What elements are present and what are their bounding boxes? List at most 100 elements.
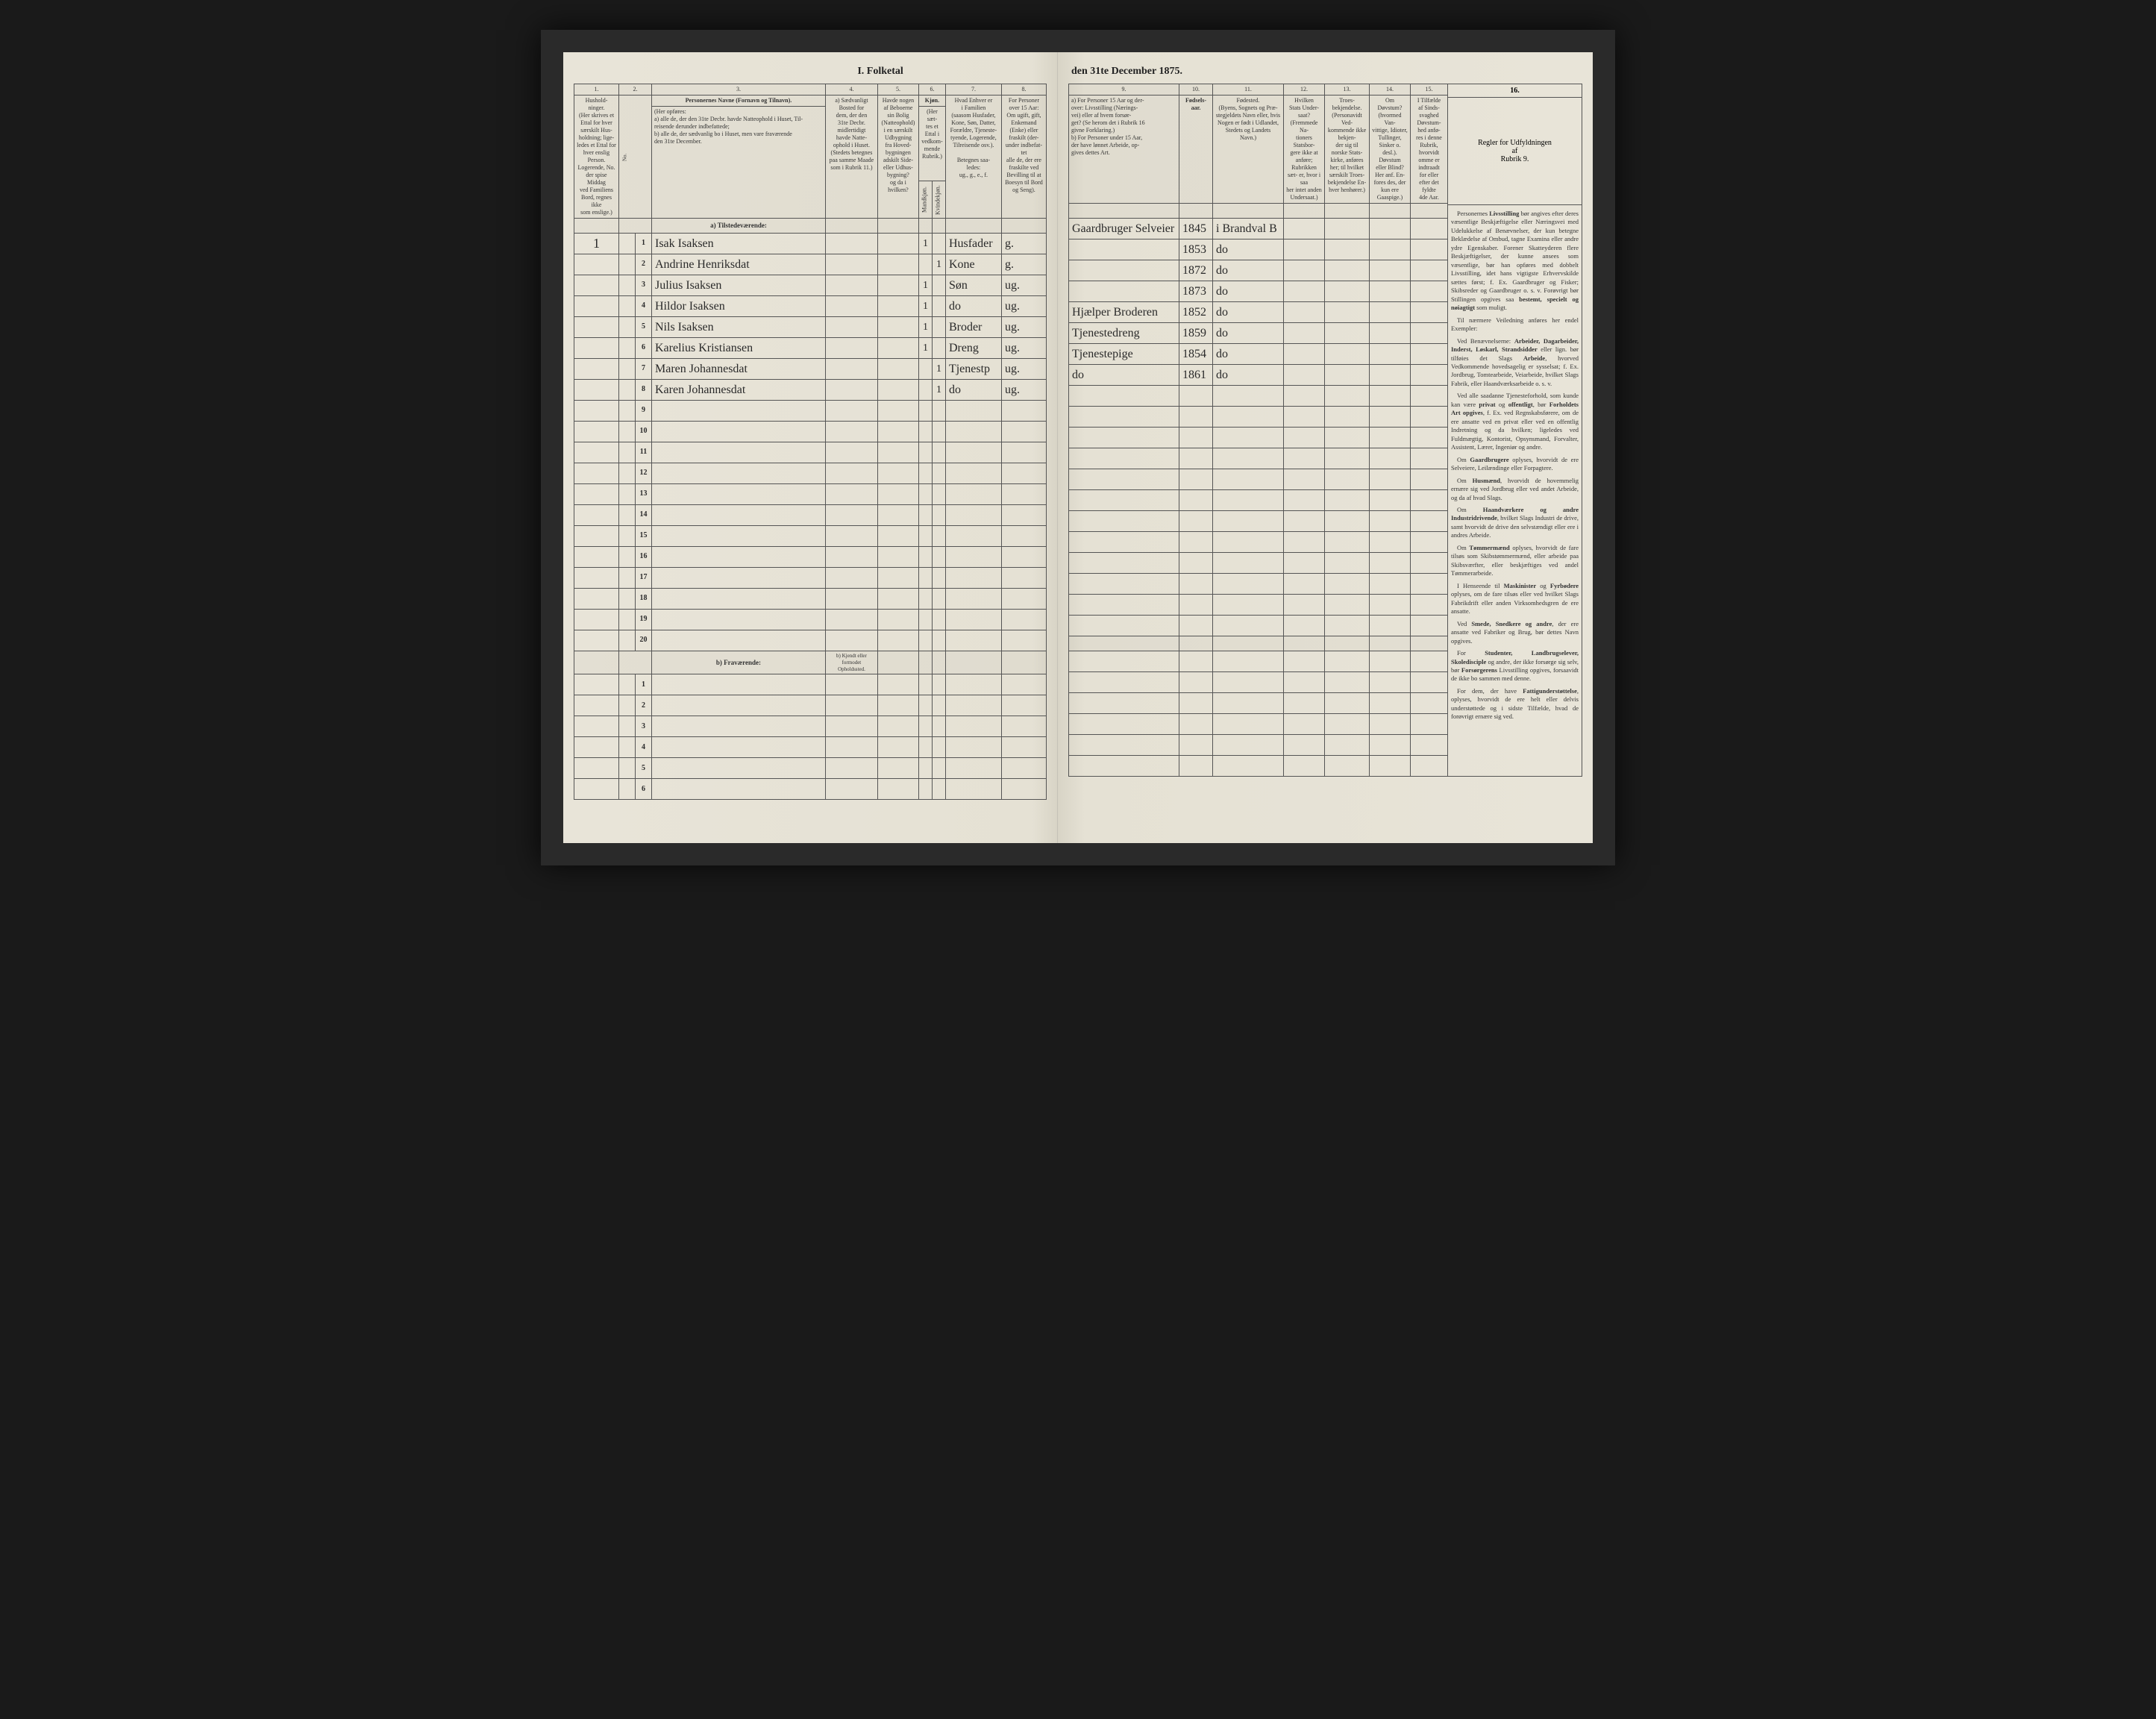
col10-hdr: Fødsels- aar. — [1179, 96, 1213, 204]
row-num: 3 — [636, 716, 652, 737]
sex-female — [932, 338, 945, 359]
sex-male — [918, 380, 932, 401]
section-a-header: a) Tilstedeværende: — [574, 219, 1047, 234]
birth-place: do — [1213, 344, 1284, 365]
table-row — [1068, 407, 1447, 428]
cell-c12 — [1284, 302, 1325, 323]
person-name: Isak Isaksen — [652, 234, 826, 254]
col11-num: 11. — [1213, 84, 1284, 96]
birth-year: 1872 — [1179, 260, 1213, 281]
row-num — [619, 275, 636, 296]
birth-year: 1859 — [1179, 323, 1213, 344]
civil-status: ug. — [1001, 380, 1046, 401]
birth-place: do — [1213, 281, 1284, 302]
col14-num: 14. — [1370, 84, 1411, 96]
occupation — [1068, 239, 1179, 260]
occupation: do — [1068, 365, 1179, 386]
col5-num: 5. — [877, 84, 918, 96]
row-num — [619, 338, 636, 359]
cell-c5 — [877, 254, 918, 275]
cell-c14 — [1370, 239, 1411, 260]
row-num: 14 — [636, 505, 652, 526]
table-row — [1068, 511, 1447, 532]
col12-hdr: Hvilken Stats Under- saat? (Fremmede Na-… — [1284, 96, 1325, 204]
table-row: Tjenestepige1854do — [1068, 344, 1447, 365]
table-row: 11Isak Isaksen1Husfaderg. — [574, 234, 1047, 254]
cell-c5 — [877, 380, 918, 401]
table-row: 20 — [574, 630, 1047, 651]
table-row: Hjælper Broderen1852do — [1068, 302, 1447, 323]
sex-male: 1 — [918, 275, 932, 296]
section-b-note: b) Kjendt eller formodet Opholdssted. — [825, 651, 877, 674]
person-name: Andrine Henriksdat — [652, 254, 826, 275]
section-b-label: b) Fraværende: — [652, 651, 826, 674]
table-row: 1873do — [1068, 281, 1447, 302]
row-num: 17 — [636, 568, 652, 589]
row-num — [619, 254, 636, 275]
sex-male — [918, 254, 932, 275]
row-num: 5 — [636, 317, 652, 338]
birth-year: 1873 — [1179, 281, 1213, 302]
cell-c15 — [1411, 365, 1448, 386]
cell-c5 — [877, 296, 918, 317]
table-row — [1068, 428, 1447, 448]
table-row: Tjenestedreng1859do — [1068, 323, 1447, 344]
table-row: 7Maren Johannesdat1Tjenestpug. — [574, 359, 1047, 380]
civil-status: ug. — [1001, 317, 1046, 338]
col3-hdr: Personernes Navne (Fornavn og Tilnavn). — [652, 96, 826, 107]
cell-c5 — [877, 338, 918, 359]
table-row: 14 — [574, 505, 1047, 526]
household-num — [574, 317, 619, 338]
table-row: 4Hildor Isaksen1doug. — [574, 296, 1047, 317]
table-row: 17 — [574, 568, 1047, 589]
table-row — [1068, 616, 1447, 636]
household-num — [574, 275, 619, 296]
table-row: 2 — [574, 695, 1047, 716]
table-row — [1068, 386, 1447, 407]
table-row: 19 — [574, 610, 1047, 630]
col16-hdr: Regler for Udfyldningen af Rubrik 9. — [1448, 98, 1582, 205]
col3-num: 3. — [652, 84, 826, 96]
cell-c13 — [1325, 260, 1370, 281]
table-row: 6Karelius Kristiansen1Drengug. — [574, 338, 1047, 359]
cell-c12 — [1284, 281, 1325, 302]
occupation: Tjenestepige — [1068, 344, 1179, 365]
row-num: 1 — [636, 674, 652, 695]
col6-m: Mandkjøn. — [918, 181, 932, 219]
table-row: 1 — [574, 674, 1047, 695]
cell-c14 — [1370, 302, 1411, 323]
col4-num: 4. — [825, 84, 877, 96]
instruction-paragraph: Om Haandværkere og andre Industridrivend… — [1451, 506, 1579, 540]
civil-status: ug. — [1001, 359, 1046, 380]
col9-hdr: a) For Personer 15 Aar og der- over: Liv… — [1068, 96, 1179, 204]
relation: Dreng — [945, 338, 1001, 359]
row-num: 13 — [636, 484, 652, 505]
occupation — [1068, 260, 1179, 281]
table-row: 2Andrine Henriksdat1Koneg. — [574, 254, 1047, 275]
instruction-paragraph: For dem, der have Fattigunderstøttelse, … — [1451, 687, 1579, 721]
birth-year: 1852 — [1179, 302, 1213, 323]
cell-c15 — [1411, 281, 1448, 302]
table-row — [1068, 448, 1447, 469]
col14-hdr: Om Døvstum? (hvormed Van- vittige, Idiot… — [1370, 96, 1411, 204]
cell-c13 — [1325, 302, 1370, 323]
row-num: 10 — [636, 422, 652, 442]
relation: Tjenestp — [945, 359, 1001, 380]
birth-place: do — [1213, 302, 1284, 323]
col6-k: Kvindekjøn. — [932, 181, 945, 219]
sex-female — [932, 296, 945, 317]
col5-hdr: Havde nogen af Beboerne sin Bolig (Natte… — [877, 96, 918, 219]
title-left: I. Folketal — [574, 66, 1047, 84]
occupation: Hjælper Broderen — [1068, 302, 1179, 323]
cell-c4 — [825, 359, 877, 380]
table-row — [1068, 672, 1447, 693]
col15-num: 15. — [1411, 84, 1448, 96]
col7-num: 7. — [945, 84, 1001, 96]
person-name: Hildor Isaksen — [652, 296, 826, 317]
person-name: Maren Johannesdat — [652, 359, 826, 380]
cell-c4 — [825, 380, 877, 401]
ledger-spread: I. Folketal 1. 2. 3. 4. 5. 6. 7. 8. Hush… — [563, 52, 1593, 843]
sex-female: 1 — [932, 380, 945, 401]
table-row: 16 — [574, 547, 1047, 568]
table-row: 18 — [574, 589, 1047, 610]
